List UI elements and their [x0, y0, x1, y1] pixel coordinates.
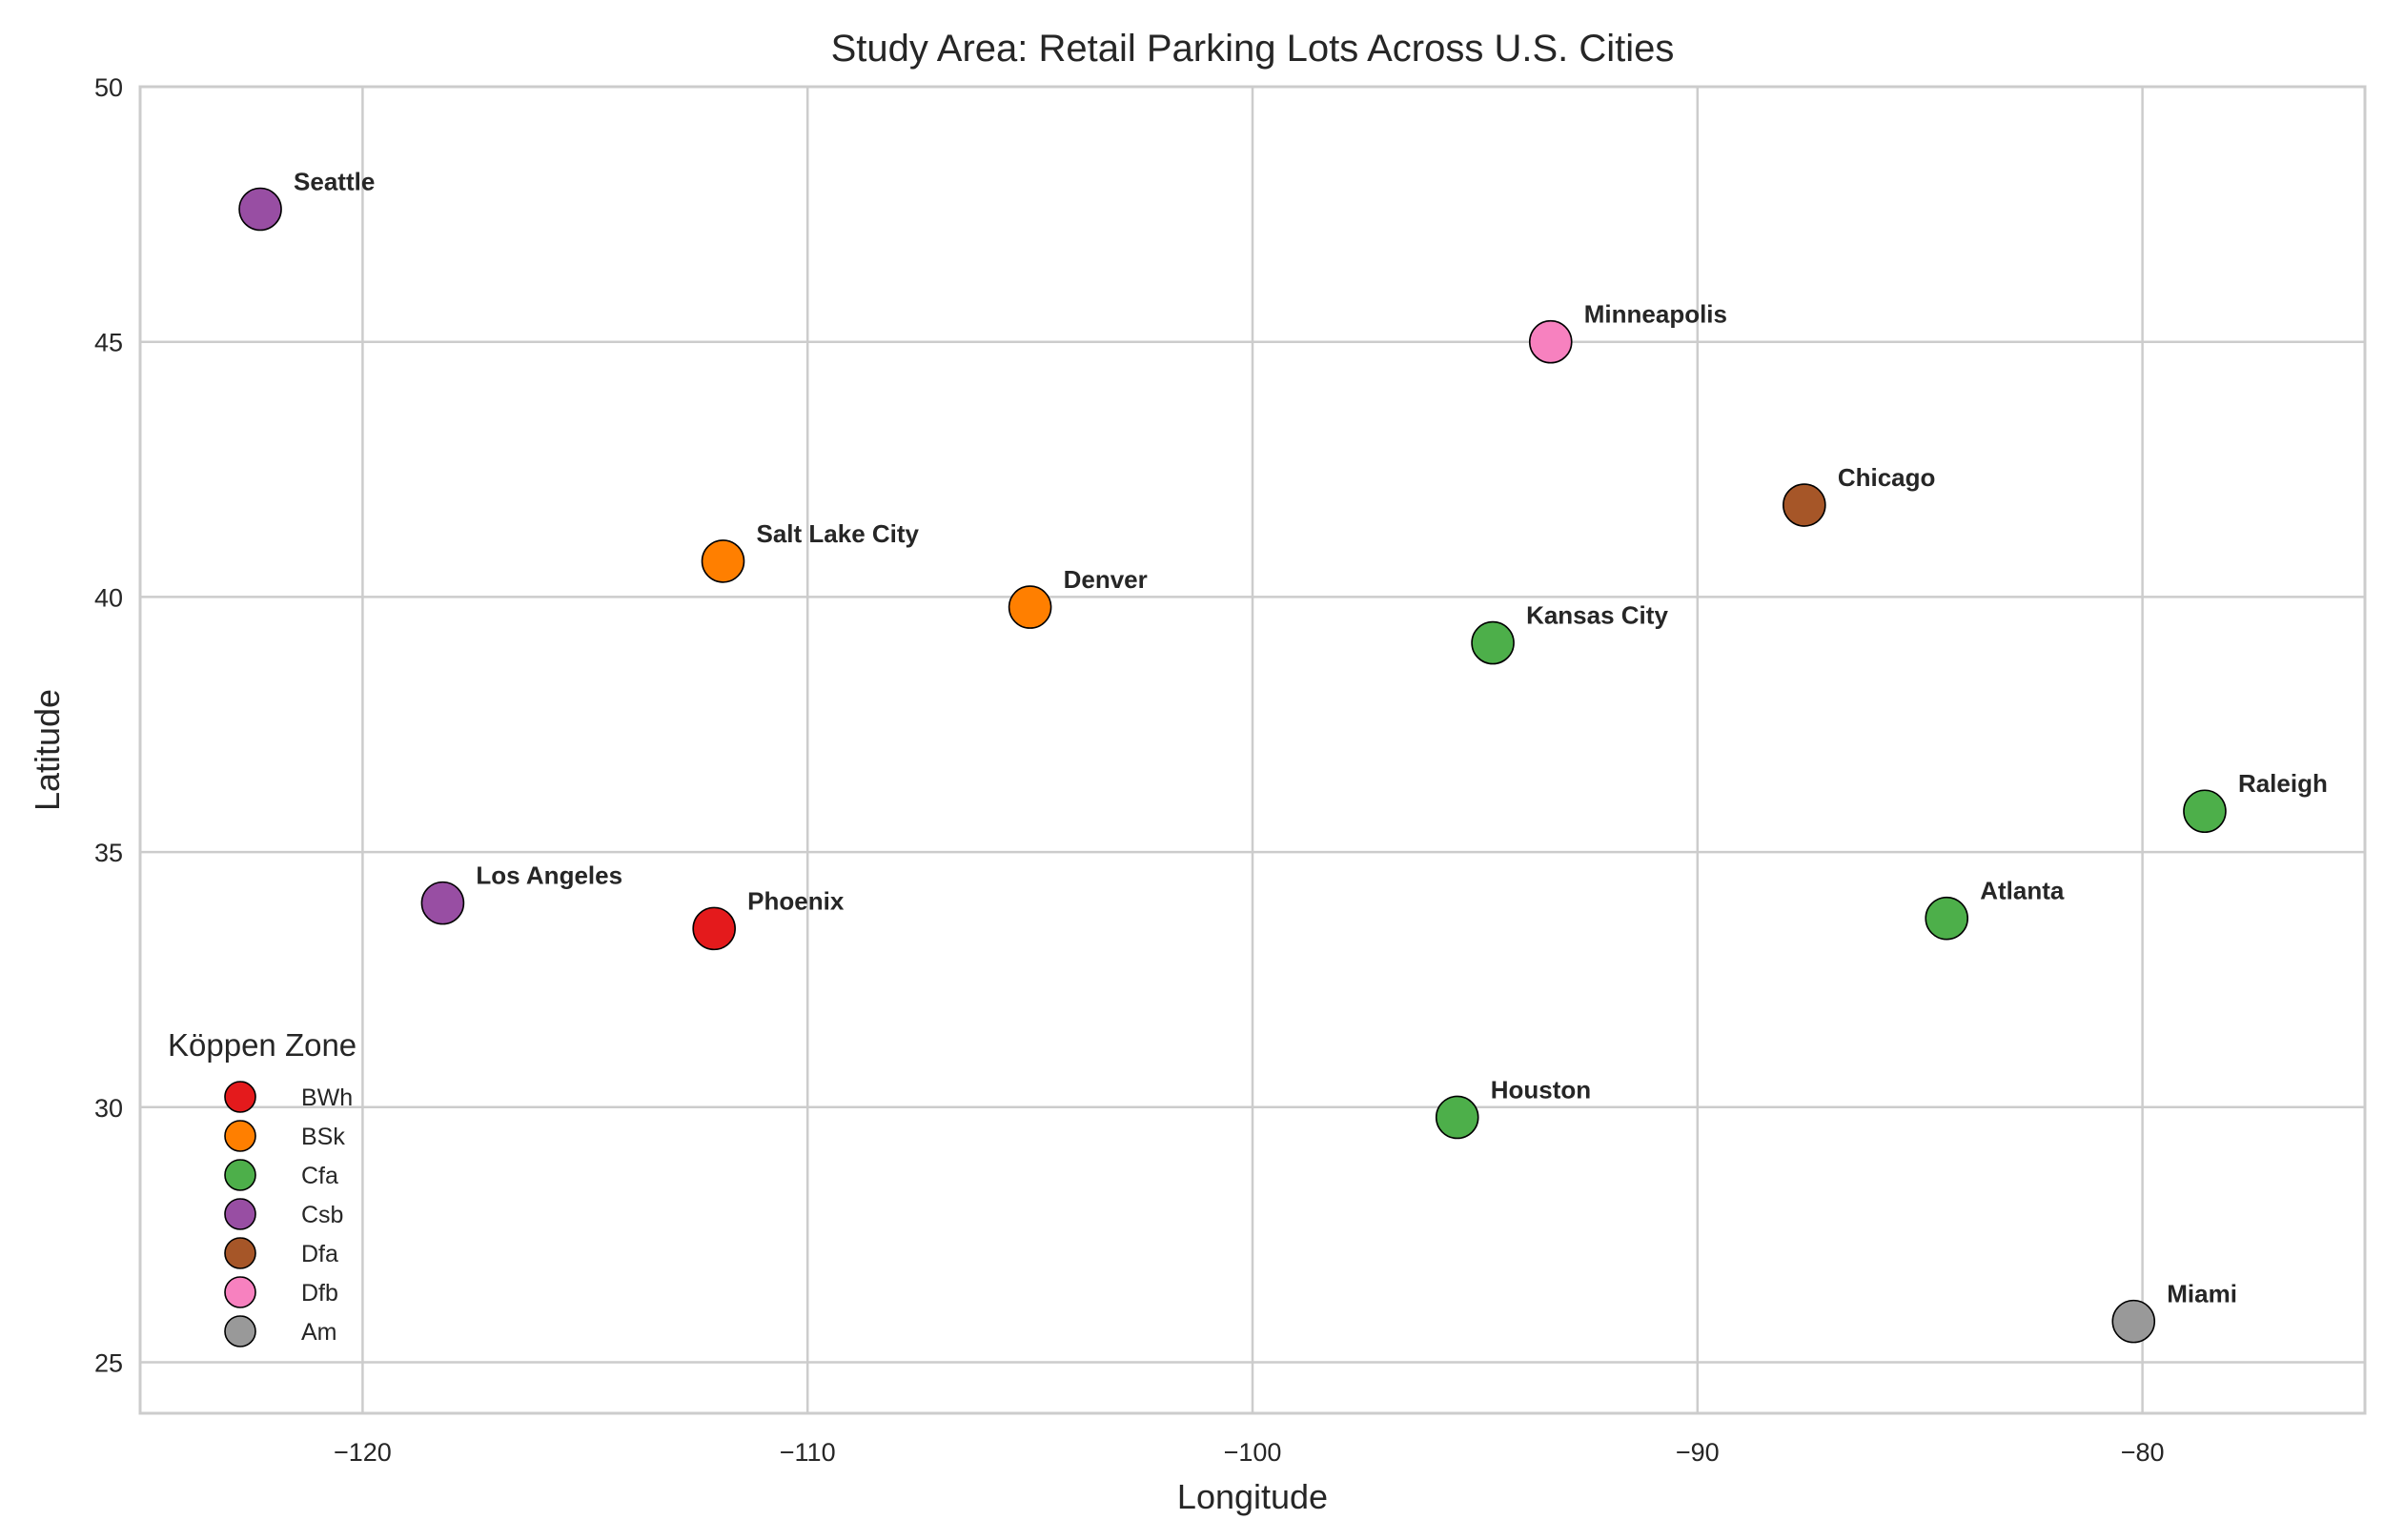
city-label: Kansas City [1526, 601, 1668, 630]
data-point-los-angeles [420, 881, 465, 925]
legend-label: Dfa [301, 1241, 338, 1267]
city-label: Atlanta [1980, 877, 2065, 905]
plot-frame [138, 85, 2367, 1415]
tick-labels: −120 −110 −100 −90 −80 25 30 35 40 45 50 [94, 73, 2165, 1467]
data-point-denver [1008, 585, 1052, 629]
data-point-houston [1435, 1095, 1479, 1140]
legend-marker-bsk [224, 1120, 256, 1152]
city-label: Chicago [1838, 463, 1936, 492]
y-axis-label: Latitude [28, 689, 67, 811]
x-tick-label: −100 [1224, 1438, 1282, 1467]
data-point-miami [2111, 1299, 2156, 1344]
legend-marker-dfb [224, 1276, 256, 1308]
y-tick-label: 25 [94, 1348, 123, 1377]
city-label: Miami [2167, 1280, 2237, 1308]
legend-marker-bwh [224, 1081, 256, 1113]
data-point-salt-lake-city [701, 539, 745, 583]
x-tick-label: −90 [1676, 1438, 1720, 1467]
y-tick-label: 30 [94, 1094, 123, 1123]
data-point-chicago [1783, 483, 1826, 527]
data-points: Seattle Minneapolis Chicago Salt Lake City D… [238, 167, 2328, 1344]
city-label: Phoenix [747, 886, 845, 915]
city-label: Seattle [294, 167, 375, 195]
city-label: Houston [1491, 1075, 1591, 1104]
legend-title: Köppen Zone [168, 1027, 357, 1063]
legend-marker-cfa [224, 1159, 256, 1191]
y-tick-label: 35 [94, 839, 123, 867]
legend-marker-am [224, 1315, 256, 1348]
data-point-seattle [238, 187, 282, 232]
legend: Köppen Zone BWh BSk Cfa Csb Dfa Dfb Am [168, 1027, 357, 1348]
legend-marker-dfa [224, 1237, 256, 1269]
data-point-phoenix [692, 906, 736, 951]
city-label: Raleigh [2238, 769, 2328, 798]
data-point-raleigh [2183, 789, 2227, 834]
city-label: Minneapolis [1584, 300, 1727, 329]
city-label: Los Angeles [476, 861, 622, 890]
x-tick-label: −110 [780, 1438, 836, 1467]
data-point-minneapolis [1528, 319, 1573, 364]
city-label: Salt Lake City [757, 519, 920, 548]
y-tick-label: 45 [94, 329, 123, 357]
x-tick-label: −80 [2121, 1438, 2165, 1467]
data-point-atlanta [1925, 896, 1969, 941]
grid [140, 85, 2365, 1413]
y-tick-label: 50 [94, 73, 123, 102]
y-tick-label: 40 [94, 583, 123, 612]
legend-label: Am [301, 1319, 337, 1346]
legend-label: Dfb [301, 1280, 338, 1307]
legend-marker-csb [224, 1198, 256, 1230]
legend-label: BSk [301, 1124, 345, 1150]
data-point-kansas-city [1471, 620, 1515, 665]
x-tick-label: −120 [334, 1438, 392, 1467]
x-axis-label: Longitude [1177, 1477, 1328, 1516]
legend-label: Csb [301, 1202, 343, 1228]
legend-label: Cfa [301, 1163, 338, 1189]
chart-title: Study Area: Retail Parking Lots Across U… [831, 28, 1675, 70]
legend-label: BWh [301, 1084, 353, 1111]
city-label: Denver [1064, 565, 1148, 594]
